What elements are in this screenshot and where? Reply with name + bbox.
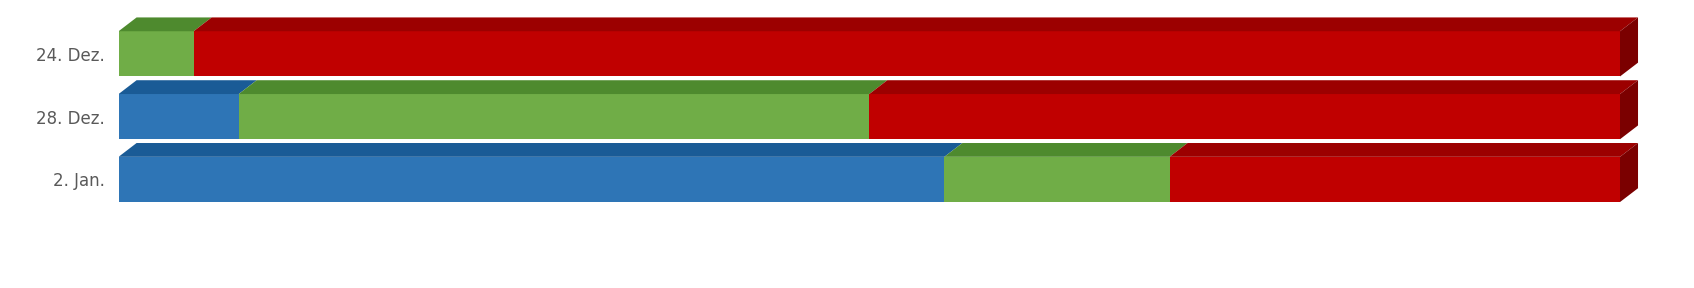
Polygon shape [193, 31, 1619, 76]
Polygon shape [869, 80, 1638, 94]
Polygon shape [119, 18, 212, 31]
Polygon shape [239, 80, 888, 94]
Polygon shape [869, 94, 1619, 139]
Polygon shape [239, 94, 869, 139]
Polygon shape [119, 157, 944, 202]
Polygon shape [119, 31, 193, 76]
Polygon shape [119, 80, 257, 94]
Polygon shape [944, 157, 1169, 202]
Polygon shape [1619, 18, 1638, 76]
Polygon shape [1169, 143, 1638, 157]
Polygon shape [1619, 80, 1638, 139]
Polygon shape [119, 143, 962, 157]
Polygon shape [944, 143, 1187, 157]
Polygon shape [1169, 157, 1619, 202]
Polygon shape [119, 94, 239, 139]
Polygon shape [1619, 143, 1638, 202]
Polygon shape [193, 18, 1638, 31]
